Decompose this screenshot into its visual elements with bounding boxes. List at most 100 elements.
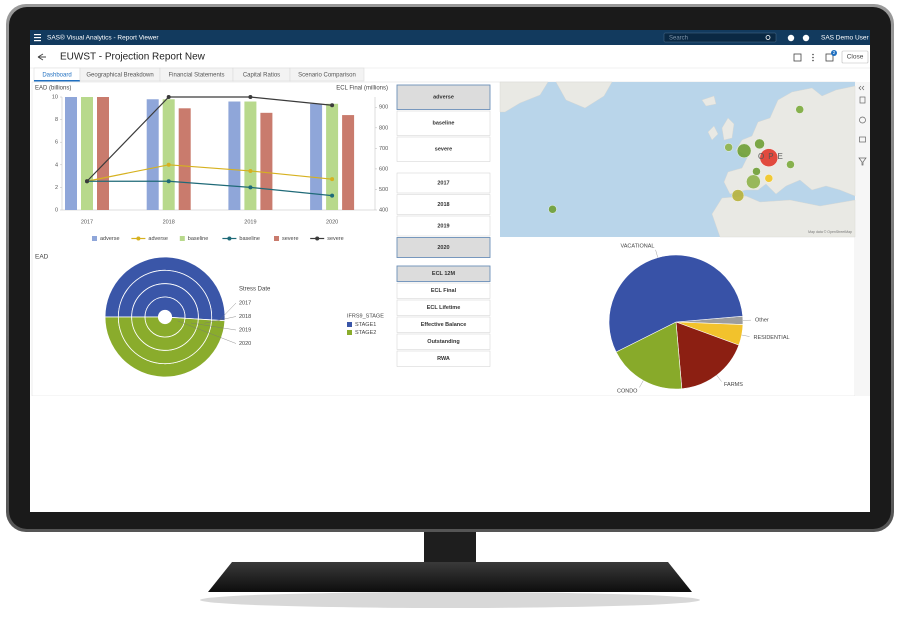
tab-bar: Dashboard Geographical Breakdown Financial…: [33, 67, 365, 82]
report-title: EUWST - Projection Report New: [60, 52, 206, 63]
pie-label: FARMS: [724, 382, 743, 388]
map-marker[interactable]: [746, 174, 761, 189]
pie-label: VACATIONAL: [620, 243, 654, 249]
toggle-button[interactable]: [396, 172, 491, 194]
y2-tick-label: 500: [379, 187, 388, 193]
y-tick-label: 0: [55, 207, 58, 213]
toggle-button[interactable]: [396, 333, 491, 350]
map-marker[interactable]: [795, 105, 804, 114]
toggle-button[interactable]: [396, 215, 491, 237]
toggle-button[interactable]: [396, 84, 491, 110]
y2-tick-label: 700: [379, 146, 388, 152]
back-button[interactable]: [37, 53, 46, 61]
toggle-button[interactable]: [396, 282, 491, 299]
toggle-label: ECL Lifetime: [427, 305, 461, 311]
y-axis-title: EAD (billions): [35, 86, 71, 92]
legend-label[interactable]: adverse: [148, 236, 168, 242]
notification-badge: [831, 50, 837, 56]
line-point: [330, 103, 335, 108]
bar: [97, 97, 109, 210]
map-marker[interactable]: [736, 143, 752, 159]
search-box[interactable]: [663, 32, 777, 43]
y2-tick-label: 600: [379, 166, 388, 172]
search-icon[interactable]: [765, 35, 771, 40]
line-series: [87, 180, 333, 197]
legend-swatch: [347, 322, 352, 327]
comments-icon[interactable]: [825, 53, 834, 62]
legend-label[interactable]: adverse: [100, 236, 120, 242]
y2-tick-label: 900: [379, 105, 388, 111]
map-attribution: Map data © OpenStreetMap: [808, 230, 852, 234]
map-marker[interactable]: [724, 143, 733, 152]
pie-label: RESIDENTIAL: [753, 335, 789, 341]
close-button[interactable]: [841, 50, 869, 64]
pie-label: CONDO: [617, 388, 638, 394]
tab-label: Financial Statements: [168, 73, 224, 79]
stand-base: [208, 562, 692, 592]
bar: [65, 97, 77, 210]
legend-label[interactable]: baseline: [239, 236, 260, 242]
map-marker[interactable]: [754, 138, 765, 150]
legend-label[interactable]: baseline: [188, 236, 209, 242]
legend-swatch: [315, 236, 320, 241]
toggle-button[interactable]: [396, 265, 491, 282]
legend-label[interactable]: severe: [282, 236, 299, 242]
pie-slice[interactable]: [608, 254, 744, 353]
toggle-label: Outstanding: [427, 339, 459, 345]
more-icon[interactable]: [812, 53, 814, 62]
pie-slice[interactable]: [675, 321, 740, 390]
map-marker[interactable]: [548, 205, 557, 214]
leader-line: [655, 249, 658, 258]
map-marker[interactable]: [759, 148, 779, 167]
bar: [162, 99, 175, 210]
fullscreen-icon[interactable]: [793, 53, 802, 62]
toggle-label: 2018: [437, 202, 449, 208]
pie-label: Other: [755, 318, 769, 324]
tab-label: Geographical Breakdown: [86, 73, 153, 79]
legend-swatch: [227, 236, 232, 241]
toggle-label: 2019: [437, 223, 449, 229]
legend-label[interactable]: severe: [327, 236, 344, 242]
ring-label: 2018: [239, 314, 251, 320]
toggle-button[interactable]: [396, 299, 491, 316]
map-marker[interactable]: [786, 160, 795, 169]
side-icons[interactable]: [858, 85, 867, 166]
map-marker[interactable]: [752, 167, 761, 176]
bell-icon[interactable]: [787, 34, 795, 42]
y2-tick-label: 400: [379, 207, 388, 213]
map-marker[interactable]: [731, 189, 745, 202]
line-point: [248, 185, 253, 190]
toggle-button[interactable]: [396, 237, 491, 258]
bar: [310, 103, 323, 210]
help-icon[interactable]: [802, 34, 810, 42]
close-label: Close: [847, 54, 864, 61]
legend-swatch: [347, 330, 352, 335]
toggle-button[interactable]: [396, 136, 491, 162]
bar: [81, 97, 93, 210]
toggle-button[interactable]: [396, 316, 491, 333]
line-point: [248, 168, 253, 173]
x-tick-label: 2020: [326, 219, 338, 225]
user-name[interactable]: SAS Demo User: [821, 35, 870, 42]
pie-slice[interactable]: [615, 321, 683, 390]
ring-axis-title: Stress Date: [239, 287, 271, 293]
map-marker[interactable]: [764, 174, 774, 183]
stand-shadow: [200, 592, 700, 608]
toggle-label: Effective Balance: [421, 322, 467, 328]
map[interactable]: OPE Map data © OpenStreetMap: [499, 81, 856, 238]
charts: EAD (billions) ECL Final (millions) 0 2 4 6 8 1…: [35, 86, 790, 395]
legend-label[interactable]: STAGE2: [355, 330, 376, 336]
ring-segment: [144, 316, 186, 338]
toggle-label: ECL Final: [431, 288, 457, 294]
toggle-button[interactable]: [396, 110, 491, 136]
menu-icon[interactable]: [34, 34, 41, 42]
bar: [244, 101, 257, 210]
legend-title: IFRS9_STAGE: [347, 313, 384, 319]
legend-label[interactable]: STAGE1: [355, 322, 376, 328]
toggle-button[interactable]: [396, 350, 491, 367]
leader-line: [217, 302, 237, 322]
side-strip: [855, 82, 870, 396]
toggle-button[interactable]: [396, 194, 491, 215]
leader-line: [204, 316, 237, 324]
tab[interactable]: [289, 67, 365, 82]
